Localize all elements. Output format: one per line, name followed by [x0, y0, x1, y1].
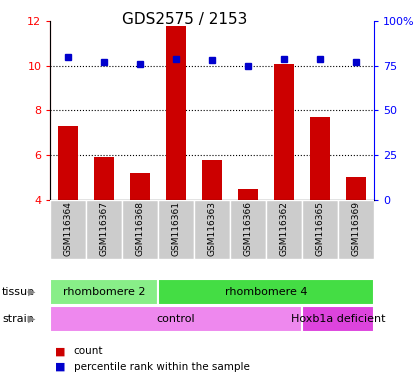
Text: strain: strain	[2, 314, 34, 324]
Text: GSM116364: GSM116364	[64, 202, 73, 257]
Bar	[166, 26, 186, 200]
Bar	[87, 200, 122, 259]
Bar	[310, 117, 330, 200]
Bar	[202, 159, 222, 200]
Text: GSM116365: GSM116365	[315, 202, 324, 257]
Bar	[50, 279, 158, 305]
Text: ■: ■	[55, 346, 65, 356]
Bar	[50, 306, 302, 332]
Bar	[58, 126, 78, 200]
Text: percentile rank within the sample: percentile rank within the sample	[74, 362, 249, 372]
Bar	[122, 200, 158, 259]
Text: tissue: tissue	[2, 287, 35, 297]
Bar	[346, 177, 366, 200]
Text: GSM116368: GSM116368	[136, 202, 145, 257]
Text: GDS2575 / 2153: GDS2575 / 2153	[122, 12, 247, 26]
Bar	[158, 200, 194, 259]
Bar	[130, 173, 150, 200]
Text: control: control	[157, 314, 195, 324]
Text: GSM116361: GSM116361	[172, 202, 181, 257]
Bar	[238, 189, 258, 200]
Text: rhombomere 2: rhombomere 2	[63, 287, 146, 297]
Bar	[338, 200, 374, 259]
Text: ▶: ▶	[28, 287, 35, 297]
Text: GSM116366: GSM116366	[244, 202, 252, 257]
Text: GSM116367: GSM116367	[100, 202, 109, 257]
Bar	[302, 200, 338, 259]
Bar	[194, 200, 230, 259]
Text: Hoxb1a deficient: Hoxb1a deficient	[291, 314, 385, 324]
Text: rhombomere 4: rhombomere 4	[225, 287, 307, 297]
Bar	[274, 63, 294, 200]
Text: count: count	[74, 346, 103, 356]
Bar	[302, 306, 374, 332]
Bar	[50, 200, 87, 259]
Bar	[158, 279, 374, 305]
Text: GSM116369: GSM116369	[352, 202, 360, 257]
Bar	[230, 200, 266, 259]
Bar	[266, 200, 302, 259]
Text: ▶: ▶	[28, 314, 35, 324]
Text: GSM116363: GSM116363	[207, 202, 217, 257]
Text: ■: ■	[55, 362, 65, 372]
Bar	[94, 157, 114, 200]
Text: GSM116362: GSM116362	[279, 202, 289, 257]
